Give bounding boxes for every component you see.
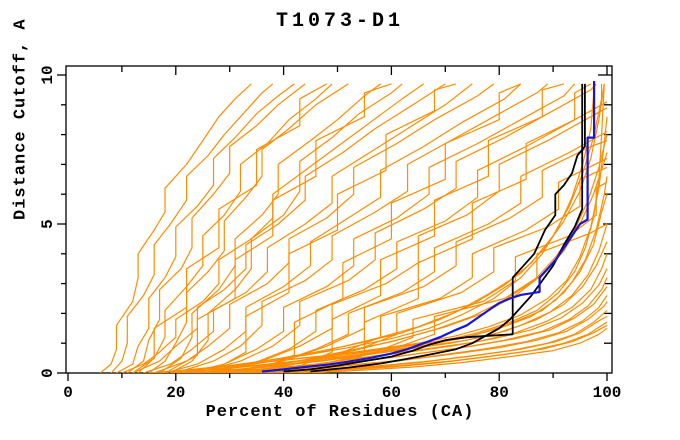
predicted-models-orange-curve: [175, 83, 549, 373]
predicted-models-orange-curve: [99, 83, 252, 373]
predicted-models-orange-curve: [202, 101, 608, 373]
predicted-models-orange-group: [99, 83, 608, 373]
predicted-models-orange-curve: [132, 83, 446, 373]
predicted-models-orange-curve: [148, 83, 349, 373]
predicted-models-orange-curve: [310, 327, 608, 373]
predicted-models-orange-curve: [213, 134, 608, 373]
predicted-models-orange-curve: [197, 241, 608, 373]
predicted-models-orange-curve: [126, 83, 306, 373]
predicted-models-orange-curve: [175, 83, 595, 373]
predicted-models-orange-curve: [299, 324, 608, 373]
predicted-models-orange-curve: [186, 83, 603, 373]
reference-model-black-a-group: [283, 83, 586, 373]
predicted-models-orange-curve: [229, 140, 608, 373]
predicted-models-orange-curve: [132, 83, 327, 373]
predicted-models-orange-curve: [137, 83, 333, 373]
predicted-models-orange-curve: [197, 83, 597, 373]
predicted-models-orange-curve: [116, 83, 295, 373]
predicted-models-orange-curve: [207, 83, 457, 373]
y-tick-label: 5: [39, 219, 57, 229]
predicted-models-orange-curve: [283, 83, 565, 373]
reference-model-black-b-group: [310, 83, 584, 373]
x-tick-label: 80: [490, 384, 509, 402]
predicted-models-orange-curve: [143, 83, 473, 373]
plot-frame: [65, 65, 613, 374]
predicted-models-orange-curve: [164, 83, 522, 373]
predicted-models-orange-curve: [170, 83, 403, 373]
predicted-models-orange-curve: [159, 83, 381, 373]
predicted-models-orange-curve: [164, 83, 392, 373]
predicted-models-orange-curve: [224, 152, 608, 373]
x-axis-label: Percent of Residues (CA): [205, 403, 475, 422]
highlighted-model-blue-group: [261, 81, 596, 373]
highlighted-model-blue-curve: [261, 81, 596, 373]
x-tick-label: 60: [382, 384, 401, 402]
x-tick-label: 100: [593, 384, 622, 402]
reference-model-black-b-curve: [310, 83, 584, 373]
y-tick-label: 0: [39, 368, 57, 378]
predicted-models-orange-curve: [121, 83, 425, 373]
x-tick-label: 0: [63, 384, 73, 402]
predicted-models-orange-curve: [110, 83, 274, 373]
predicted-models-orange-curve: [218, 131, 608, 373]
predicted-models-orange-curve: [186, 83, 576, 373]
y-tick-label: 10: [39, 65, 57, 84]
predicted-models-orange-curve: [181, 194, 608, 373]
x-tick-label: 20: [166, 384, 185, 402]
reference-model-black-a-curve: [283, 83, 586, 373]
predicted-models-orange-curve: [315, 83, 592, 373]
predicted-models-orange-curve: [213, 107, 608, 373]
predicted-models-orange-curve: [251, 83, 522, 373]
x-tick-label: 40: [274, 384, 293, 402]
predicted-models-orange-curve: [159, 116, 608, 373]
predicted-models-orange-curve: [153, 83, 495, 373]
plot-title: T1073-D1: [275, 10, 404, 33]
